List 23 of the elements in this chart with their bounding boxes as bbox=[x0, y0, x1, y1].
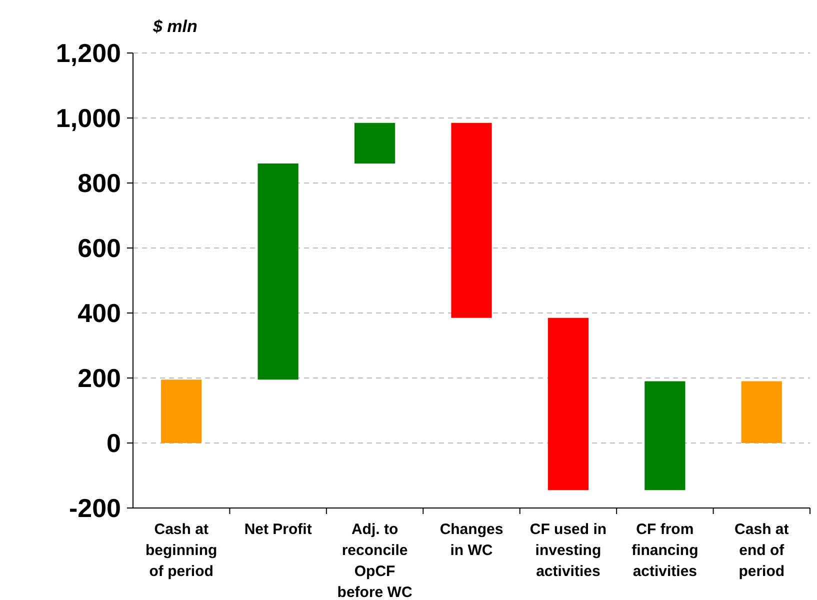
y-tick-label: 800 bbox=[78, 168, 121, 198]
bar bbox=[741, 381, 782, 443]
x-tick-label: Changes in WC bbox=[440, 521, 504, 559]
y-tick-label: 400 bbox=[78, 298, 121, 328]
y-tick-label: 200 bbox=[78, 363, 121, 394]
x-tick-label: Cash at end of period bbox=[734, 521, 789, 580]
x-tick-label: CF used in investing activities bbox=[530, 521, 607, 580]
y-tick-label: 600 bbox=[78, 233, 121, 264]
bar bbox=[161, 380, 202, 443]
y-tick-label: 0 bbox=[106, 428, 121, 458]
bar bbox=[258, 164, 298, 380]
bar bbox=[644, 381, 686, 490]
y-tick-label: 1,200 bbox=[56, 38, 121, 68]
x-tick-label: Adj. to reconcile OpCF before WC bbox=[337, 521, 412, 600]
x-tick-label: Cash at beginning of period bbox=[146, 521, 218, 580]
bar bbox=[451, 122, 492, 318]
y-axis-title: $ mln bbox=[152, 17, 198, 36]
x-tick-label: Net Profit bbox=[244, 521, 312, 538]
bar bbox=[548, 318, 589, 490]
y-tick-label: -200 bbox=[68, 493, 121, 524]
x-tick-label: CF from financing activities bbox=[632, 521, 698, 580]
y-tick-label: 1,000 bbox=[56, 103, 121, 134]
bar bbox=[354, 122, 396, 164]
